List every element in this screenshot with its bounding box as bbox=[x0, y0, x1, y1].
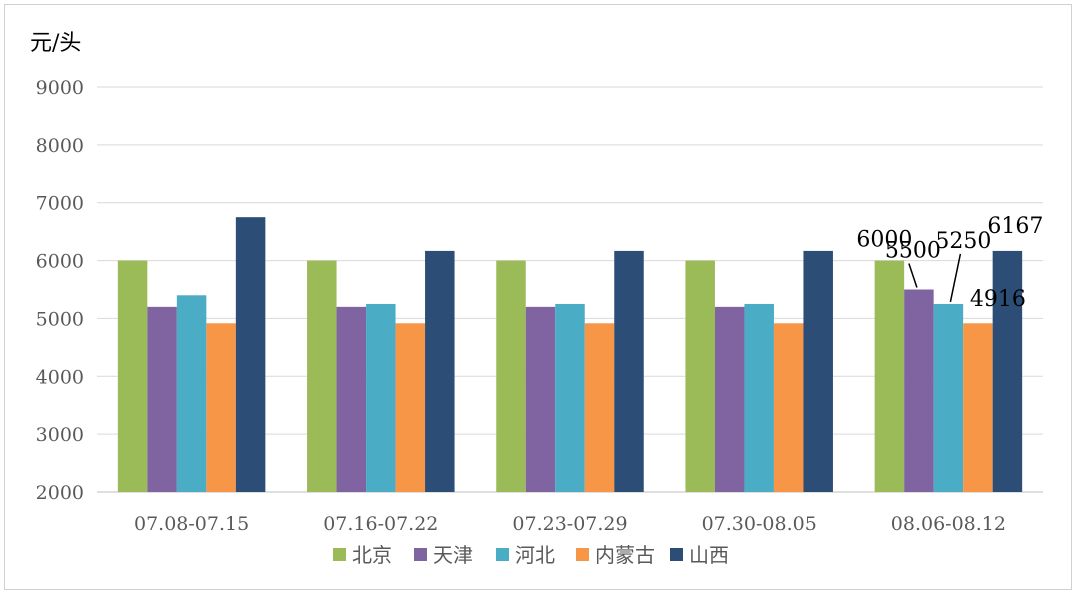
legend-swatch bbox=[496, 548, 509, 561]
bar-内蒙古-07.16-07.22 bbox=[395, 323, 426, 492]
y-tick-label: 4000 bbox=[36, 366, 84, 388]
legend-swatch bbox=[414, 548, 427, 561]
bar-山西-07.16-07.22 bbox=[425, 250, 455, 492]
legend-swatch bbox=[576, 548, 589, 561]
data-label: 6167 bbox=[987, 214, 1043, 239]
legend-swatch bbox=[333, 548, 346, 561]
bar-内蒙古-07.23-07.29 bbox=[584, 323, 615, 492]
bar-内蒙古-07.08-07.15 bbox=[206, 323, 236, 492]
bar-天津-07.30-08.05 bbox=[714, 306, 745, 492]
data-label: 5500 bbox=[885, 239, 941, 264]
y-tick-label: 6000 bbox=[36, 251, 84, 273]
bar-北京-07.08-07.15 bbox=[117, 260, 148, 492]
y-tick-label: 7000 bbox=[36, 193, 84, 215]
x-category-label: 08.06-08.12 bbox=[891, 513, 1006, 535]
bar-北京-07.30-08.05 bbox=[685, 260, 715, 492]
bar-山西-08.06-08.12 bbox=[992, 250, 1023, 492]
bar-山西-07.08-07.15 bbox=[235, 217, 266, 492]
y-tick-label: 9000 bbox=[36, 77, 84, 99]
y-tick-label: 2000 bbox=[36, 482, 84, 504]
legend-label: 内蒙古 bbox=[595, 543, 655, 567]
bar-北京-07.23-07.29 bbox=[496, 260, 526, 492]
y-tick-label: 5000 bbox=[36, 308, 84, 330]
bar-天津-07.23-07.29 bbox=[525, 306, 556, 492]
legend-swatch bbox=[670, 548, 683, 561]
bar-山西-07.30-08.05 bbox=[803, 250, 833, 492]
bar-北京-07.16-07.22 bbox=[307, 260, 337, 492]
bar-河北-07.23-07.29 bbox=[555, 303, 585, 492]
legend-label: 山西 bbox=[689, 543, 729, 567]
x-category-label: 07.16-07.22 bbox=[323, 513, 438, 535]
y-tick-label: 3000 bbox=[36, 424, 84, 446]
bar-河北-08.06-08.12 bbox=[933, 303, 964, 492]
bar-天津-08.06-08.12 bbox=[904, 289, 934, 492]
data-label: 5250 bbox=[935, 229, 991, 254]
bar-河北-07.16-07.22 bbox=[366, 303, 396, 492]
bar-河北-07.30-08.05 bbox=[744, 303, 774, 492]
x-category-label: 07.30-08.05 bbox=[702, 513, 817, 535]
data-label: 6000 bbox=[856, 228, 912, 253]
bar-北京-08.06-08.12 bbox=[874, 260, 905, 492]
legend-label: 天津 bbox=[433, 543, 473, 567]
data-label-leader bbox=[949, 253, 962, 303]
bar-山西-07.23-07.29 bbox=[614, 250, 644, 492]
y-axis-unit: 元/头 bbox=[30, 31, 81, 56]
data-label-leader bbox=[908, 263, 918, 288]
bar-天津-07.08-07.15 bbox=[147, 306, 177, 492]
y-tick-label: 8000 bbox=[36, 135, 84, 157]
legend-label: 河北 bbox=[515, 543, 555, 567]
x-category-label: 07.08-07.15 bbox=[134, 513, 249, 535]
x-category-label: 07.23-07.29 bbox=[512, 513, 627, 535]
bar-内蒙古-08.06-08.12 bbox=[963, 323, 993, 492]
data-label: 4916 bbox=[970, 287, 1026, 312]
bar-内蒙古-07.30-08.05 bbox=[773, 323, 804, 492]
bar-河北-07.08-07.15 bbox=[176, 295, 207, 492]
bar-天津-07.16-07.22 bbox=[336, 306, 367, 492]
legend-label: 北京 bbox=[352, 543, 392, 567]
